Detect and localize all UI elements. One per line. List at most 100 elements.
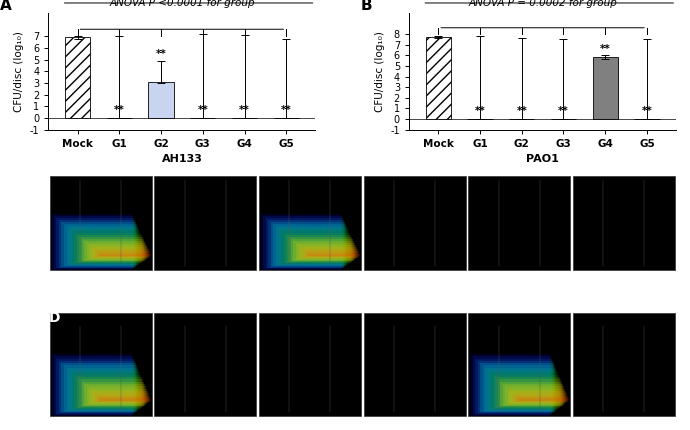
- Bar: [470, 354, 551, 415]
- Text: A: A: [0, 0, 12, 13]
- Bar: [264, 216, 342, 269]
- Bar: [61, 222, 136, 267]
- Bar: [281, 230, 349, 264]
- FancyBboxPatch shape: [573, 176, 675, 270]
- Text: B: B: [361, 0, 373, 13]
- Bar: [64, 224, 137, 266]
- Text: ANOVA P = 0.0002 for group: ANOVA P = 0.0002 for group: [469, 0, 617, 8]
- Bar: [508, 389, 566, 404]
- FancyBboxPatch shape: [154, 313, 257, 415]
- Bar: [266, 218, 343, 268]
- Bar: [301, 247, 357, 258]
- FancyBboxPatch shape: [364, 176, 466, 270]
- Bar: [298, 245, 356, 259]
- Bar: [97, 396, 150, 402]
- Bar: [276, 226, 347, 265]
- Bar: [473, 356, 551, 415]
- Bar: [480, 363, 555, 412]
- FancyBboxPatch shape: [50, 313, 152, 415]
- Bar: [77, 235, 142, 263]
- Bar: [69, 370, 139, 410]
- Bar: [89, 389, 147, 404]
- Bar: [293, 241, 354, 261]
- Bar: [74, 233, 141, 263]
- Text: **: **: [197, 105, 208, 115]
- Bar: [87, 243, 146, 260]
- Bar: [288, 237, 352, 262]
- Text: **: **: [600, 44, 611, 54]
- FancyBboxPatch shape: [364, 313, 466, 415]
- Text: G4: G4: [511, 161, 527, 171]
- Bar: [291, 239, 353, 261]
- Bar: [306, 252, 359, 257]
- Bar: [148, 82, 174, 118]
- Bar: [59, 220, 135, 267]
- FancyBboxPatch shape: [259, 176, 361, 270]
- FancyBboxPatch shape: [573, 313, 675, 415]
- Bar: [261, 214, 341, 270]
- Bar: [84, 384, 145, 405]
- Bar: [493, 375, 560, 408]
- Bar: [268, 220, 344, 267]
- Bar: [273, 224, 346, 266]
- Text: **: **: [114, 105, 125, 115]
- Bar: [64, 366, 137, 412]
- Bar: [304, 249, 358, 258]
- Y-axis label: CFU/disc (log₁₀): CFU/disc (log₁₀): [14, 31, 24, 112]
- Text: G5: G5: [616, 161, 632, 171]
- Bar: [513, 393, 567, 402]
- Text: **: **: [281, 105, 292, 115]
- X-axis label: AH133: AH133: [161, 154, 202, 164]
- Bar: [57, 218, 134, 268]
- Bar: [278, 228, 348, 265]
- Bar: [500, 382, 562, 406]
- Bar: [99, 398, 151, 401]
- Text: C: C: [48, 165, 59, 178]
- Bar: [488, 370, 558, 410]
- Bar: [79, 237, 143, 262]
- Text: **: **: [156, 49, 166, 59]
- Y-axis label: CFU/disc (log₁₀): CFU/disc (log₁₀): [375, 31, 385, 112]
- Bar: [270, 222, 345, 267]
- Text: **: **: [558, 106, 569, 117]
- Bar: [69, 228, 139, 265]
- Bar: [286, 235, 351, 263]
- FancyBboxPatch shape: [468, 176, 571, 270]
- Text: Mock: Mock: [85, 161, 116, 171]
- Bar: [74, 375, 141, 408]
- Bar: [66, 226, 138, 265]
- Bar: [79, 379, 143, 407]
- Bar: [485, 368, 556, 411]
- Bar: [81, 239, 144, 261]
- Bar: [510, 391, 566, 403]
- Bar: [59, 361, 135, 413]
- Bar: [308, 254, 360, 256]
- Bar: [495, 377, 560, 408]
- FancyBboxPatch shape: [468, 313, 571, 415]
- Bar: [72, 230, 140, 264]
- Text: **: **: [642, 106, 652, 117]
- Bar: [477, 361, 553, 413]
- Bar: [94, 249, 149, 258]
- Text: G1: G1: [197, 161, 213, 171]
- Text: ANOVA P <0.0001 for group: ANOVA P <0.0001 for group: [109, 0, 255, 8]
- Bar: [72, 372, 140, 409]
- Bar: [77, 377, 142, 408]
- Bar: [66, 368, 138, 411]
- Bar: [482, 366, 555, 412]
- X-axis label: PAO1: PAO1: [526, 154, 559, 164]
- Bar: [296, 243, 355, 260]
- Bar: [92, 247, 148, 258]
- Bar: [490, 372, 558, 409]
- FancyBboxPatch shape: [50, 176, 152, 270]
- Text: **: **: [516, 106, 527, 117]
- Text: D: D: [48, 310, 60, 325]
- Bar: [52, 214, 132, 270]
- Bar: [503, 384, 564, 405]
- Bar: [593, 58, 618, 119]
- Bar: [497, 379, 562, 407]
- Bar: [518, 398, 569, 401]
- Bar: [54, 356, 132, 415]
- Text: **: **: [239, 105, 250, 115]
- Bar: [92, 391, 148, 403]
